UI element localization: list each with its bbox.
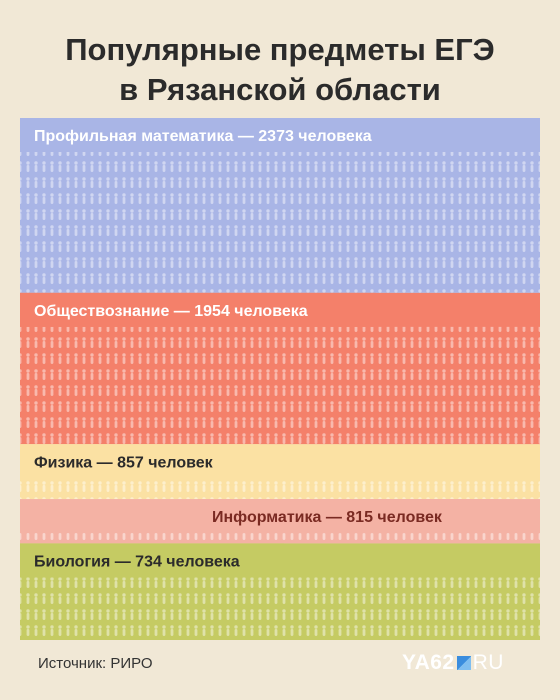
bar-figures-биология (20, 577, 540, 640)
bar-figures-профильная-математика (20, 152, 540, 293)
bar-group-информатика: Информатика — 815 человек (20, 499, 540, 544)
bar-label-информатика: Информатика — 815 человек (212, 509, 443, 526)
bar-label-физика: Физика — 857 человек (34, 454, 214, 471)
source-note: Источник: РИРО (38, 655, 153, 672)
bar-group-биология: Биология — 734 человека (20, 543, 540, 640)
site-logo: YA62 RU (402, 651, 504, 675)
bar-label-box-профильная-математика (20, 118, 466, 152)
bar-group-профильная-математика: Профильная математика — 2373 человека (20, 118, 540, 293)
bar-label-биология: Биология — 734 человека (34, 553, 240, 570)
bar-figures-физика (20, 478, 540, 500)
bar-group-обществознание: Обществознание — 1954 человека (20, 292, 540, 445)
bar-figures-обществознание (20, 326, 540, 445)
bar-label-box-обществознание (20, 292, 376, 327)
logo-text-left: YA62 (402, 651, 455, 674)
title-line-1: Популярные предметы ЕГЭ (65, 32, 495, 67)
bar-label-box-биология (20, 543, 284, 578)
bar-label-обществознание: Обществознание — 1954 человека (34, 303, 308, 320)
page-title: Популярные предметы ЕГЭ в Рязанской обла… (0, 30, 560, 110)
logo-square-icon (456, 656, 471, 670)
bar-figures-информатика (20, 533, 540, 544)
bar-label-box-информатика (198, 499, 498, 534)
bar-label-box-физика (20, 444, 260, 479)
logo-text-right: RU (472, 651, 504, 674)
title-line-2: в Рязанской области (119, 72, 441, 107)
bar-label-профильная-математика: Профильная математика — 2373 человека (34, 128, 372, 145)
bar-group-физика: Физика — 857 человек (20, 444, 540, 500)
